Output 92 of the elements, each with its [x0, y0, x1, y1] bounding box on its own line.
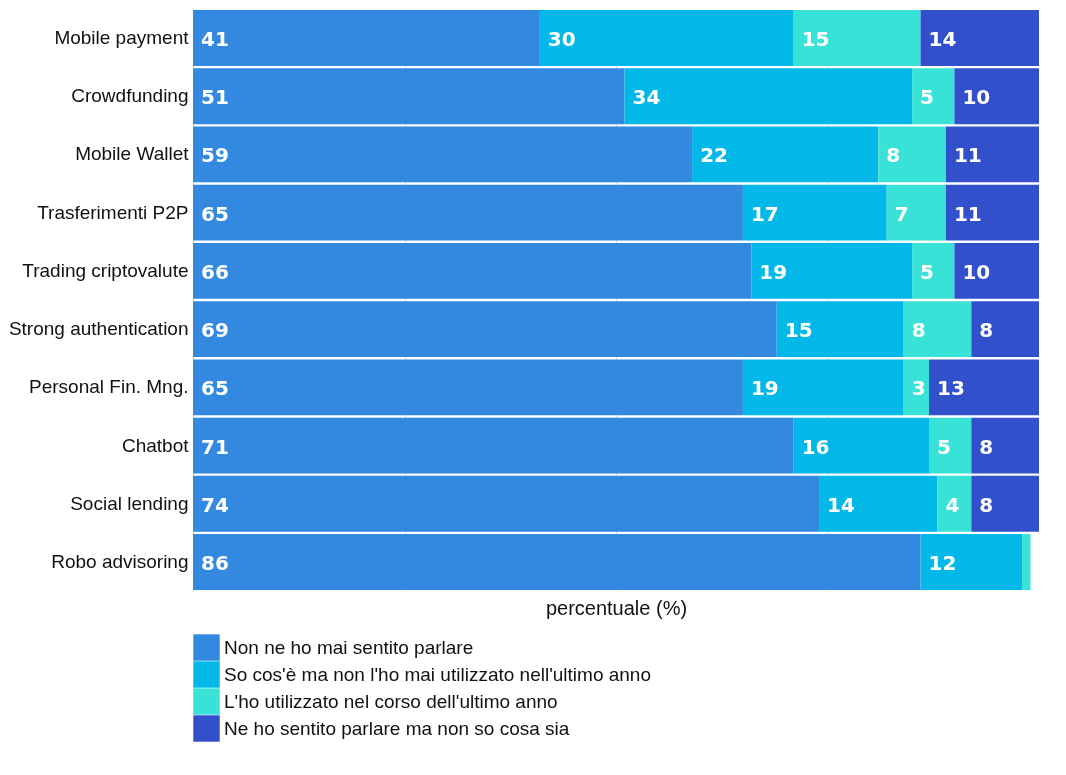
- bar: [193, 475, 820, 532]
- y-tick-label: Strong authentication: [8, 318, 189, 340]
- bar: [945, 126, 1039, 183]
- bar: [903, 301, 972, 358]
- data-label: 19: [759, 259, 788, 284]
- bar: [945, 184, 1039, 241]
- bar: [793, 10, 921, 66]
- bar: [193, 417, 794, 474]
- y-tick-label: Personal Fin. Mng.: [29, 376, 189, 398]
- legend-label: So cos'è ma non l'ho mai utilizzato nell'ultimo anno: [224, 663, 651, 685]
- data-label: 66: [201, 259, 229, 284]
- bar: [912, 68, 955, 125]
- bar: [886, 184, 946, 241]
- bar: [751, 242, 913, 299]
- data-label: 3: [911, 376, 926, 401]
- bar: [776, 301, 904, 358]
- data-label: 17: [750, 201, 779, 226]
- bar: [937, 475, 972, 532]
- data-label: 5: [920, 85, 935, 110]
- bar: [193, 242, 752, 299]
- data-label: 16: [801, 434, 830, 459]
- data-label: 7: [894, 201, 909, 226]
- bar: [971, 301, 1039, 358]
- data-label: 34: [632, 85, 661, 110]
- bar: [193, 10, 540, 66]
- data-label: 8: [911, 318, 926, 343]
- bar: [193, 184, 743, 241]
- data-label: 86: [201, 551, 229, 576]
- legend-label: Non ne ho mai sentito parlare: [224, 636, 474, 658]
- bar: [971, 417, 1039, 474]
- y-tick-label: Robo advisoring: [51, 551, 189, 573]
- bar: [929, 359, 1039, 416]
- data-label: 41: [201, 26, 229, 51]
- y-tick-label: Crowdfunding: [71, 85, 189, 107]
- bar: [624, 68, 913, 125]
- bar: [954, 68, 1039, 125]
- data-label: 59: [201, 143, 229, 168]
- bar: [193, 359, 743, 416]
- y-tick-label: Trasferimenti P2P: [37, 201, 189, 223]
- bar: [193, 534, 921, 590]
- bar: [920, 534, 1023, 590]
- data-label: 12: [928, 551, 957, 576]
- bar: [954, 242, 1039, 299]
- data-label: 71: [201, 434, 229, 459]
- data-label: 5: [920, 259, 935, 284]
- data-label: 22: [700, 143, 728, 168]
- data-label: 51: [201, 85, 229, 110]
- data-label: 19: [750, 376, 779, 401]
- data-label: 14: [928, 26, 957, 51]
- data-label: 30: [547, 26, 576, 51]
- bar: [193, 126, 693, 183]
- bar: [742, 359, 904, 416]
- data-label: 8: [979, 492, 994, 517]
- bar: [1022, 534, 1031, 590]
- data-label: 10: [962, 85, 991, 110]
- bar: [971, 475, 1039, 532]
- bar: [903, 359, 930, 416]
- data-label: 15: [784, 318, 813, 343]
- y-tick-label: Chatbot: [121, 434, 190, 456]
- data-label: 10: [962, 259, 991, 284]
- y-tick-label: Social lending: [70, 492, 189, 514]
- data-label: 13: [937, 376, 965, 401]
- bar: [819, 475, 938, 532]
- x-axis-title: percentuale (%): [545, 596, 688, 619]
- data-label: 5: [937, 434, 951, 459]
- data-label: 65: [201, 201, 229, 226]
- data-label: 69: [201, 318, 229, 343]
- data-label: 8: [979, 318, 994, 343]
- bar: [539, 10, 794, 66]
- data-label: 11: [953, 201, 982, 226]
- data-label: 15: [801, 26, 830, 51]
- data-label: 8: [886, 143, 901, 168]
- data-label: 74: [201, 492, 229, 517]
- bar: [193, 301, 777, 358]
- data-label: 11: [953, 143, 982, 168]
- bar: [912, 242, 955, 299]
- bar: [878, 126, 946, 183]
- legend-label: L'ho utilizzato nel corso dell'ultimo anno: [224, 690, 558, 712]
- legend-label: Ne ho sentito parlare ma non so cosa sia: [224, 717, 570, 739]
- bar: [793, 417, 930, 474]
- data-label: 8: [979, 434, 994, 459]
- bar: [692, 126, 879, 183]
- bar: [929, 417, 972, 474]
- data-label: 65: [201, 376, 229, 401]
- bar: [742, 184, 887, 241]
- data-label: 4: [945, 492, 960, 517]
- bar: [193, 68, 625, 125]
- data-label: 14: [827, 492, 855, 517]
- y-tick-label: Trading criptovalute: [22, 259, 189, 281]
- bar: [920, 10, 1039, 66]
- y-tick-label: Mobile payment: [54, 26, 190, 48]
- y-tick-label: Mobile Wallet: [75, 143, 190, 165]
